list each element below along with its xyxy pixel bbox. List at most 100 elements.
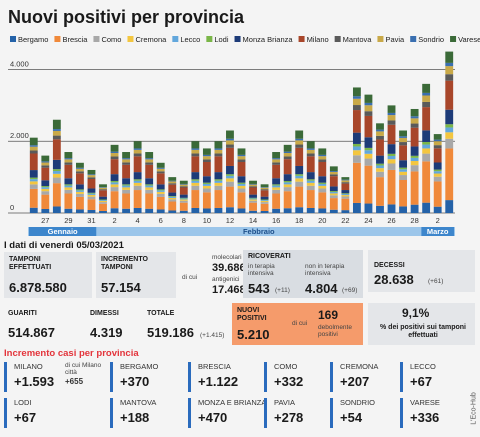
bar-segment [410,118,419,124]
legend-swatch [298,36,305,42]
y-tick-label: 0 [10,203,14,212]
bar-segment [145,159,154,163]
bar-segment [399,136,407,138]
bar-segment [272,158,281,160]
bar-segment [76,173,84,185]
label: INCREMENTO TAMPONI [101,256,148,271]
bar-segment [99,184,107,188]
bar-segment [445,127,454,133]
value: 28.638 [374,272,414,287]
bar-segment [352,146,361,151]
name: COMO [274,362,298,371]
name: SONDRIO [340,398,376,407]
bar-segment [376,205,384,213]
bar-segment [295,207,304,213]
value: 4.319 [90,325,123,340]
bar-segment [329,198,338,210]
bar-segment [283,153,292,157]
bar-segment [295,178,304,182]
province: LECCO +67 [400,362,436,392]
bar-segment [156,189,165,191]
bar-segment [283,144,292,152]
bar-segment [64,189,73,194]
value: 519.186 [147,325,194,340]
bar-segment [87,194,96,197]
bar-segment [87,199,96,210]
bar-segment [145,187,154,190]
bar-segment [399,142,407,146]
bar-segment [433,141,442,146]
bar-segment [41,191,50,195]
bar-segment [352,87,361,97]
bar-segment [272,152,281,159]
name: BRESCIA [198,362,231,371]
bar-segment [364,105,373,112]
bar-segment [99,189,107,191]
name: CREMONA [340,362,379,371]
bar-segment [110,151,119,154]
bar-segment [110,180,119,183]
value: +278 [274,410,304,425]
bar-segment [376,168,384,172]
bar-segment [41,155,50,162]
bar-segment [145,152,154,159]
bar-segment [52,206,61,213]
bar-segment [29,179,38,182]
bar-segment [145,189,154,194]
bar-segment [122,164,131,179]
bar-segment [260,184,269,188]
bar-segment [99,199,107,201]
bar-segment [272,162,281,165]
bar-segment [76,189,84,191]
bar-segment [226,130,234,139]
bar-segment [422,95,431,102]
bar-segment [41,161,50,163]
bar-segment [214,207,223,213]
label: (+11) [275,287,290,294]
bar-segment [272,185,281,188]
label: DECESSI [374,262,405,269]
bar-segment [122,162,131,165]
bar-segment [179,200,188,203]
bar-segment [202,188,211,193]
bar-segment [214,141,223,149]
value: +1.122 [198,374,239,389]
name: LODI [14,398,32,407]
y-tick-label: 4.000 [10,60,29,69]
bar-segment [52,173,61,178]
bar-segment [99,196,107,200]
label: non in terapia intensiva [305,263,345,277]
bar-segment [237,182,246,184]
bar-segment [352,202,361,213]
bar-segment [110,182,119,185]
value: 169 [318,308,339,322]
bar-segment [179,186,188,188]
bar-segment [329,176,338,187]
value: 514.867 [8,325,55,340]
bar-segment [122,189,131,194]
bar-segment [445,62,454,67]
x-tick-label: 10 [203,216,211,225]
bar-segment [422,141,431,145]
legend-swatch [54,36,61,42]
bar-segment [272,189,281,194]
bar-segment [399,169,407,172]
bar-segment [133,190,142,208]
province: MONZA E BRIANZA +470 [188,398,266,428]
bar-segment [76,191,84,194]
bar-segment [168,183,177,185]
legend-label: Lecco [180,35,200,44]
bar-segment [387,105,396,113]
bar-segment [110,191,119,209]
bar-segment [191,185,200,191]
bar-segment [329,171,338,175]
bar-segment [295,181,304,187]
bar-segment [306,182,315,186]
bar-segment [272,159,281,163]
bar-segment [399,137,407,143]
bar-segment [110,159,119,175]
legend-label: Bergamo [18,35,48,44]
bar-segment [283,159,292,175]
bar-segment [122,208,131,213]
bar-segment [341,179,350,181]
